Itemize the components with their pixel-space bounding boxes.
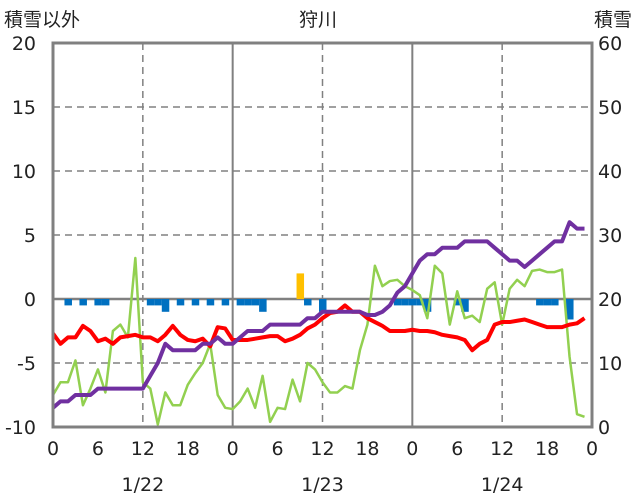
x-tick-label: 0: [227, 438, 239, 460]
left-tick-label: 20: [12, 33, 36, 55]
bar: [191, 299, 200, 306]
bars: [64, 273, 574, 320]
bar: [161, 299, 170, 312]
bar: [64, 299, 72, 306]
bar: [79, 299, 87, 306]
left-y-ticks: 20 15 10 5 0 -5 -10: [5, 33, 36, 439]
date-label: 1/23: [301, 474, 344, 496]
right-tick-label: 0: [598, 417, 610, 439]
left-tick-label: -5: [17, 353, 36, 375]
left-tick-label: -10: [5, 417, 36, 439]
x-tick-label: 18: [355, 438, 379, 460]
bar: [461, 299, 469, 312]
bar: [566, 299, 574, 320]
bar: [206, 299, 215, 306]
x-tick-label: 6: [92, 438, 104, 460]
right-tick-label: 30: [598, 225, 622, 247]
left-tick-label: 10: [12, 161, 36, 183]
right-tick-label: 40: [598, 161, 622, 183]
chart-title: 狩川: [299, 9, 337, 31]
right-tick-label: 20: [598, 289, 622, 311]
bar: [221, 299, 230, 306]
series-lines: [51, 220, 586, 426]
x-tick-label: 18: [535, 438, 559, 460]
bar: [423, 299, 432, 312]
bar: [551, 299, 559, 306]
right-y-ticks: 60 50 40 30 20 10 0: [598, 33, 622, 439]
x-tick-label: 12: [490, 438, 514, 460]
bar: [536, 299, 544, 306]
bar: [244, 299, 252, 306]
x-tick-label: 6: [272, 438, 284, 460]
bar: [176, 299, 185, 306]
bar: [236, 299, 245, 306]
series-temperature: [51, 303, 586, 353]
bar: [251, 299, 260, 306]
right-axis-label: 積雪: [594, 9, 632, 31]
series-snow_depth: [51, 220, 585, 410]
series-green-series: [51, 256, 585, 426]
bar: [296, 273, 305, 299]
bar: [408, 299, 417, 306]
x-tick-label: 0: [586, 438, 598, 460]
bar: [393, 299, 402, 306]
bar: [154, 299, 162, 306]
left-tick-label: 15: [12, 97, 36, 119]
x-tick-label: 0: [47, 438, 59, 460]
left-axis-label: 積雪以外: [4, 9, 80, 31]
x-tick-label: 0: [406, 438, 418, 460]
x-tick-label: 18: [176, 438, 200, 460]
date-label: 1/24: [481, 474, 524, 496]
bar: [543, 299, 552, 306]
bar: [453, 299, 462, 306]
date-label: 1/22: [121, 474, 164, 496]
right-tick-label: 60: [598, 33, 622, 55]
bar: [259, 299, 267, 312]
x-tick-label: 12: [310, 438, 334, 460]
bar: [94, 299, 102, 306]
x-tick-label: 6: [451, 438, 463, 460]
bar: [319, 299, 327, 312]
bar: [146, 299, 155, 306]
left-tick-label: 0: [24, 289, 36, 311]
bar: [401, 299, 409, 306]
plot-border: [51, 41, 594, 429]
right-tick-label: 50: [598, 97, 622, 119]
bar: [304, 299, 312, 306]
left-tick-label: 5: [24, 225, 36, 247]
bar: [416, 299, 424, 306]
bar: [101, 299, 110, 306]
right-tick-label: 10: [598, 353, 622, 375]
gridlines: [53, 43, 592, 427]
x-ticks: 0 6 12 18 0 6 12 18 0 6 12 18 0 1/22 1/23 1/24: [47, 438, 598, 496]
x-tick-label: 12: [131, 438, 155, 460]
